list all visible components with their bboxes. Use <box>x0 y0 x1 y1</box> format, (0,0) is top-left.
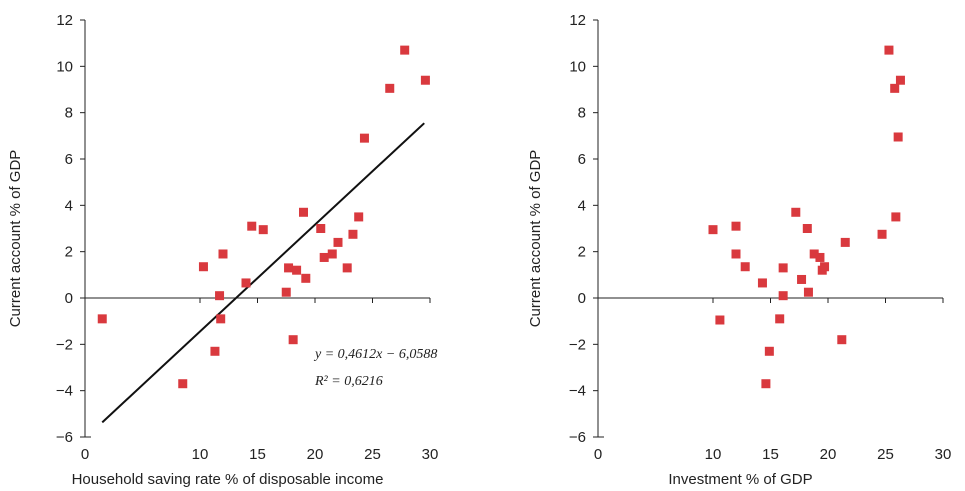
x-tick-label: 25 <box>364 446 381 463</box>
data-point <box>359 133 369 143</box>
y-tick-label: 0 <box>65 290 73 307</box>
x-tick-label: 10 <box>705 446 722 463</box>
data-point <box>809 249 819 259</box>
x-tick-label: 25 <box>877 446 894 463</box>
y-tick-label: −6 <box>569 429 586 446</box>
y-axis-label: Current account % of GDP <box>7 150 24 328</box>
data-point <box>299 207 308 217</box>
y-tick-label: −4 <box>56 383 73 400</box>
data-point <box>778 291 788 301</box>
y-tick-label: 4 <box>578 197 586 214</box>
data-point <box>840 237 850 247</box>
r-squared-label: R² = 0,6216 <box>314 374 383 389</box>
data-point <box>247 221 257 231</box>
data-point <box>884 45 894 55</box>
y-tick-label: 4 <box>65 197 73 214</box>
data-point <box>316 224 326 233</box>
data-point <box>778 263 788 273</box>
y-tick-label: 0 <box>578 290 586 307</box>
x-axis-label: Household saving rate % of disposable in… <box>72 471 384 488</box>
y-tick-label: −2 <box>569 336 586 353</box>
chart-panel-1: −6 −4 −2 0 2 4 6 8 10 12 0 10 15 20 25 30 Household savi… <box>7 12 438 488</box>
data-point <box>348 229 358 239</box>
x-tick-label: 0 <box>594 446 602 463</box>
y-tick-label: 10 <box>56 58 73 75</box>
data-point <box>215 291 225 301</box>
data-point <box>820 262 830 272</box>
data-point <box>895 75 905 85</box>
data-point <box>218 249 228 259</box>
y-tick-label: 6 <box>65 151 73 168</box>
data-point <box>731 249 741 259</box>
data-point <box>893 132 903 142</box>
data-point <box>241 278 251 288</box>
y-tick-label: 2 <box>578 244 586 261</box>
y-tick-label: 12 <box>56 12 73 29</box>
data-point <box>802 224 812 233</box>
y-tick-label: 8 <box>65 105 73 122</box>
data-point <box>292 265 302 275</box>
data-point <box>890 83 900 93</box>
regression-equation: y = 0,4612x − 6,0588 <box>313 347 437 362</box>
data-point <box>837 335 847 345</box>
data-point <box>301 273 311 283</box>
data-point <box>198 262 208 272</box>
data-point <box>281 287 291 297</box>
data-point <box>420 75 430 85</box>
y-tick-label: −6 <box>56 429 73 446</box>
y-tick-label: −2 <box>56 336 73 353</box>
x-tick-label: 15 <box>249 446 266 463</box>
x-axis-label: Investment % of GDP <box>668 471 812 488</box>
data-point <box>327 249 337 259</box>
chart-panel-2: −6 −4 −2 0 2 4 6 8 10 12 0 10 15 20 25 30 Investment % o… <box>527 12 951 488</box>
x-tick-label: 30 <box>935 446 952 463</box>
x-tick-label: 10 <box>192 446 209 463</box>
data-point <box>775 314 785 324</box>
data-point <box>400 45 410 55</box>
data-point <box>791 207 801 217</box>
data-point <box>258 225 268 235</box>
x-tick-label: 20 <box>820 446 837 463</box>
data-point <box>210 346 220 356</box>
trend-line <box>101 122 425 424</box>
data-point <box>288 335 298 345</box>
y-tick-label: 10 <box>569 58 586 75</box>
y-tick-label: 12 <box>569 12 586 29</box>
data-point <box>761 379 771 389</box>
y-tick-label: −4 <box>569 383 586 400</box>
data-point <box>715 315 725 325</box>
data-point <box>740 262 750 272</box>
x-tick-label: 20 <box>307 446 324 463</box>
data-point <box>877 229 887 239</box>
data-point <box>178 379 188 389</box>
data-point <box>815 252 825 262</box>
data-point <box>333 237 343 247</box>
x-tick-label: 30 <box>422 446 439 463</box>
data-point <box>764 346 774 356</box>
data-point <box>97 314 107 324</box>
data-point <box>385 83 395 93</box>
data-point <box>216 314 226 324</box>
data-point <box>342 263 352 273</box>
data-point <box>354 212 364 222</box>
data-point <box>803 287 813 297</box>
data-point <box>284 263 294 273</box>
data-point <box>891 212 901 222</box>
y-tick-label: 6 <box>578 151 586 168</box>
x-tick-label: 0 <box>81 446 89 463</box>
data-point <box>708 225 718 235</box>
data-point <box>731 221 741 231</box>
data-point <box>319 252 329 262</box>
y-tick-label: 2 <box>65 244 73 261</box>
data-point <box>757 278 767 288</box>
y-tick-label: 8 <box>578 105 586 122</box>
x-tick-label: 15 <box>762 446 779 463</box>
data-point <box>797 274 807 284</box>
y-axis-label: Current account % of GDP <box>527 150 544 328</box>
